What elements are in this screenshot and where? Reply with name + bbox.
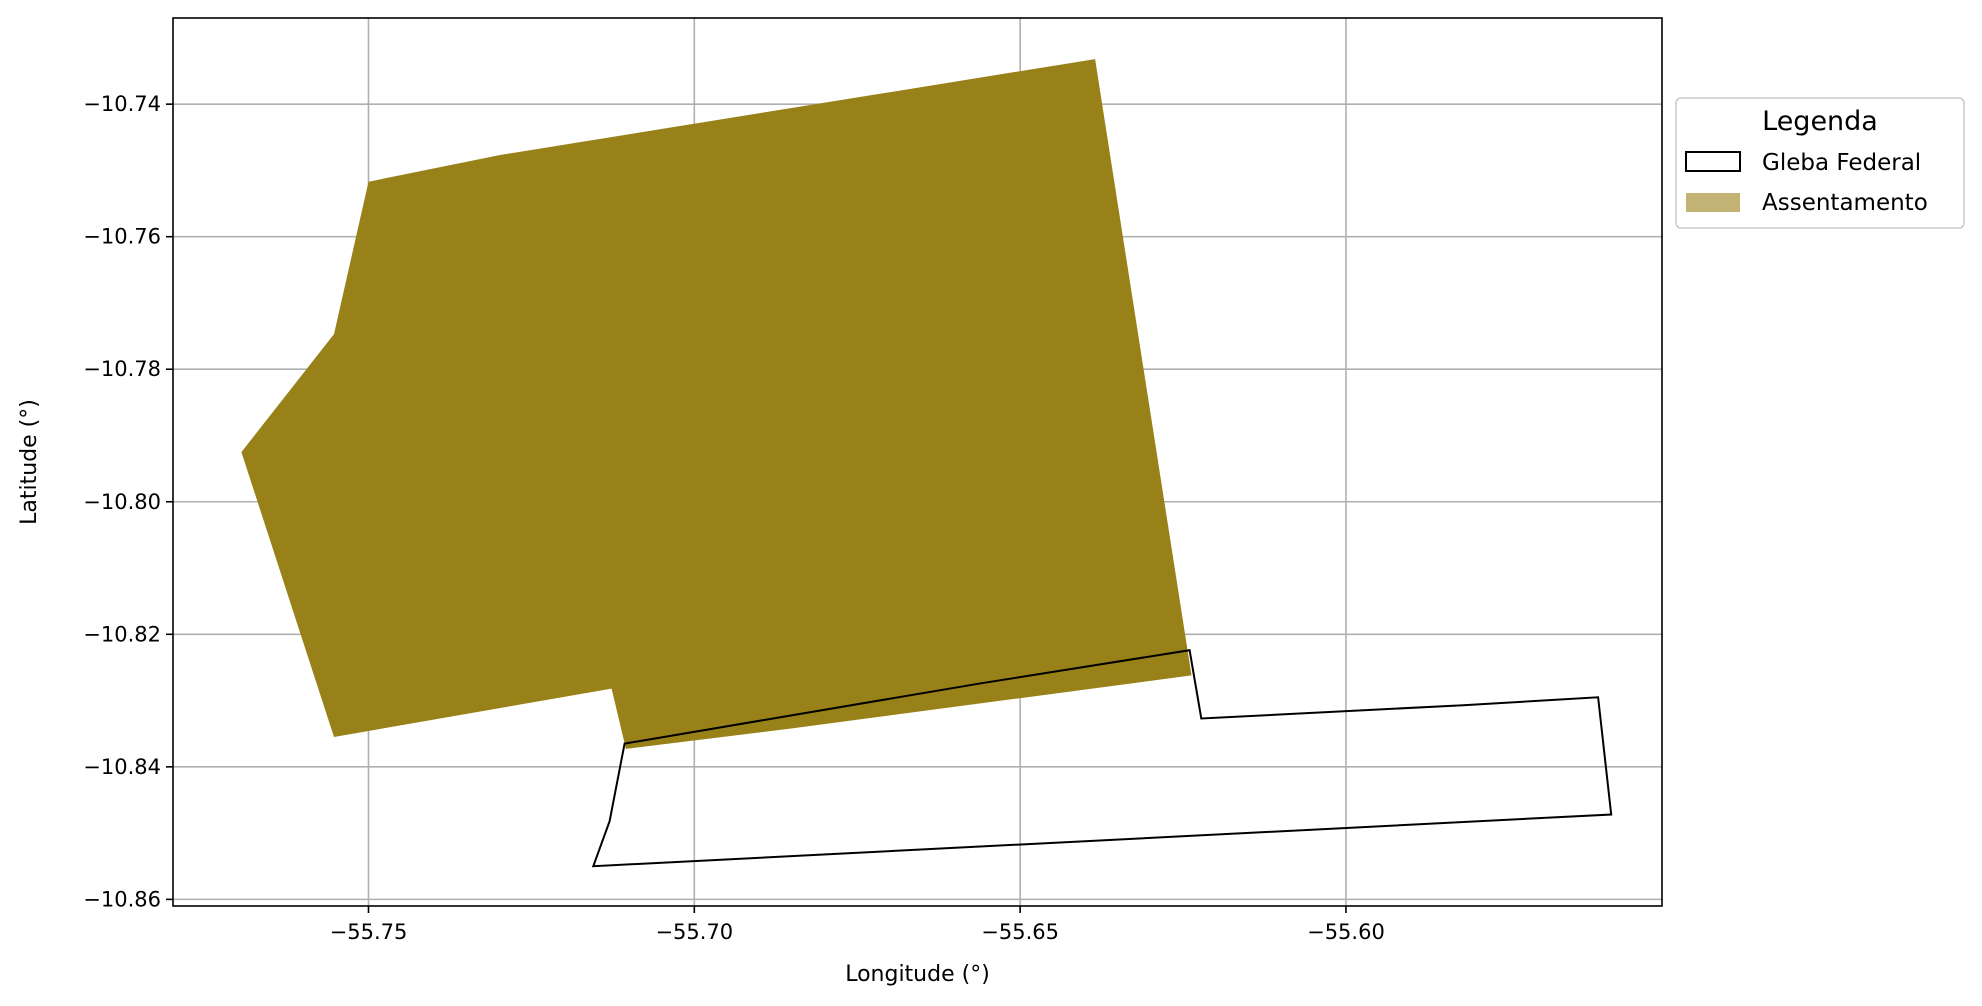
y-tick-label: −10.84 <box>83 755 161 779</box>
axis-ticks: −55.75 −55.70 −55.65 −55.60 −10.74 −10.76 −10.… <box>83 92 1385 944</box>
y-tick-label: −10.82 <box>83 622 161 646</box>
legend-label-gleba-federal: Gleba Federal <box>1762 150 1921 176</box>
polygon-gleba-federal <box>591 649 1613 868</box>
polygon-assentamento <box>241 59 1192 749</box>
legend-box <box>1675 97 1965 229</box>
x-tick-label: −55.65 <box>981 920 1059 944</box>
y-tick-label: −10.76 <box>83 225 161 249</box>
legend-swatch-gleba-federal <box>1685 151 1741 172</box>
legend-swatch-assentamento <box>1686 193 1740 212</box>
y-tick-label: −10.74 <box>83 92 161 116</box>
x-tick-label: −55.60 <box>1307 920 1385 944</box>
plot-frame <box>172 17 1663 907</box>
legend-label-assentamento: Assentamento <box>1762 190 1928 216</box>
y-tick-label: −10.86 <box>83 887 161 911</box>
map-layers <box>241 59 1613 868</box>
x-axis-title: Longitude (°) <box>845 962 990 987</box>
x-tick-label: −55.75 <box>330 920 408 944</box>
y-axis-title: Latitude (°) <box>17 399 42 525</box>
x-tick-label: −55.70 <box>655 920 733 944</box>
y-tick-label: −10.80 <box>83 490 161 514</box>
legend-title: Legenda <box>1762 106 1878 137</box>
y-tick-label: −10.78 <box>83 357 161 381</box>
legend: Legenda Gleba Federal Assentamento <box>1675 97 1965 229</box>
